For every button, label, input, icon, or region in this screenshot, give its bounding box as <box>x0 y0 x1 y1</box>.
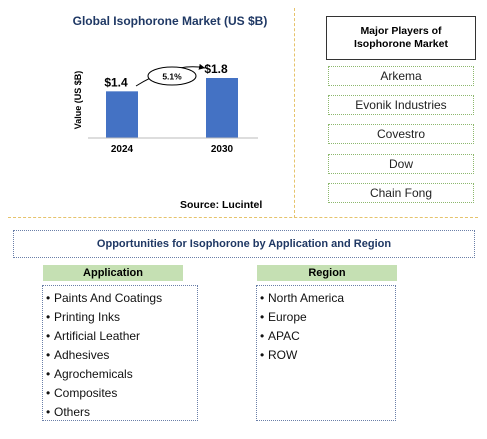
player-evonik-industries: Evonik Industries <box>328 95 474 115</box>
bars-layer <box>106 78 238 138</box>
list-item: • Composites <box>46 386 118 400</box>
source-note: Source: Lucintel <box>180 199 263 211</box>
player-covestro: Covestro <box>328 124 474 144</box>
list-item: • Printing Inks <box>46 310 121 324</box>
horizontal-divider <box>8 217 478 218</box>
list-item: • North America <box>260 291 345 305</box>
list-item: • Agrochemicals <box>46 367 133 381</box>
x-tick-label: 2030 <box>211 144 234 155</box>
growth-rate-ellipse <box>147 66 197 86</box>
list-item: • Paints And Coatings <box>46 291 163 305</box>
chart-title: Global Isophorone Market (US $B) <box>72 14 268 28</box>
bar-2030 <box>206 78 238 138</box>
list-item: • Others <box>46 405 91 419</box>
vertical-divider <box>294 8 295 218</box>
region-header: Region <box>257 265 397 281</box>
list-item: • Artificial Leather <box>46 329 141 343</box>
player-dow: Dow <box>328 154 474 174</box>
player-chain-fong: Chain Fong <box>328 183 474 203</box>
x-tick-layer: 2024 2030 <box>111 144 234 155</box>
list-item: • ROW <box>260 348 298 362</box>
bar-2024 <box>106 91 138 138</box>
data-label: $1.4 <box>104 75 128 89</box>
list-item: • Adhesives <box>46 348 110 362</box>
players-title: Major Players of Isophorone Market <box>326 16 476 60</box>
application-list: • Paints And Coatings • Printing Inks • Art… <box>42 285 198 421</box>
list-item: • Europe <box>260 310 307 324</box>
data-label-layer: $1.4 $1.8 <box>104 62 228 89</box>
player-arkema: Arkema <box>328 66 474 86</box>
x-tick-label: 2024 <box>111 144 134 155</box>
region-list: • North America • Europe • APAC • ROW <box>256 285 396 421</box>
list-item: • APAC <box>260 329 300 343</box>
opportunities-title: Opportunities for Isophorone by Applicat… <box>13 230 475 258</box>
application-header: Application <box>43 265 183 281</box>
growth-rate-label: 5.1% <box>162 72 182 82</box>
chart-canvas: 2024 2030 $1.4 $1.8 5.1% <box>88 62 258 155</box>
data-label: $1.8 <box>204 62 228 76</box>
